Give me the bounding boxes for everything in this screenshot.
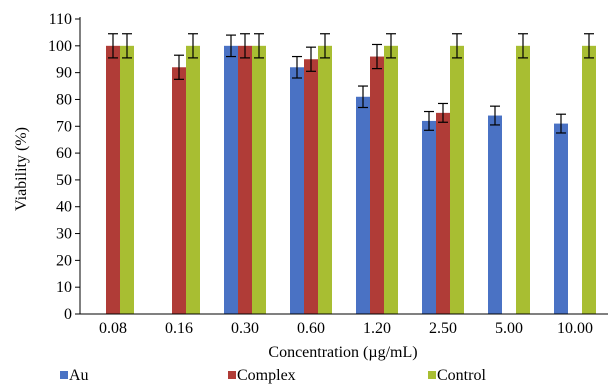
bar-au-0.60 xyxy=(290,67,304,314)
y-tick-label: 80 xyxy=(56,91,72,108)
x-tick-label: 1.20 xyxy=(363,320,391,337)
bar-control-10.00 xyxy=(582,45,596,315)
error-bar-control-1.20 xyxy=(386,33,396,59)
error-bar-control-0.30 xyxy=(254,33,264,59)
error-bar-au-1.20 xyxy=(358,85,368,109)
error-bar-complex-1.20 xyxy=(372,43,382,70)
x-tick-label: 0.16 xyxy=(165,320,193,337)
bar-complex-1.20 xyxy=(370,56,384,314)
legend-swatch xyxy=(428,371,436,379)
error-bar-control-0.16 xyxy=(188,33,198,59)
x-tick-label: 0.60 xyxy=(297,320,325,337)
error-bar-control-10.00 xyxy=(584,33,594,59)
y-axis-label: Viability (%) xyxy=(13,127,30,211)
legend-label: Au xyxy=(69,367,89,384)
bar-au-5.00 xyxy=(488,115,502,314)
y-tick-label: 60 xyxy=(56,145,72,162)
bar-au-10.00 xyxy=(554,123,568,314)
bar-complex-0.30 xyxy=(238,45,252,315)
legend-item-complex: Complex xyxy=(228,367,296,384)
y-tick-label: 70 xyxy=(56,118,72,135)
error-bar-control-5.00 xyxy=(518,33,528,59)
error-bar-au-5.00 xyxy=(490,105,500,126)
x-tick-label: 0.30 xyxy=(231,320,259,337)
bar-complex-0.16 xyxy=(172,67,186,314)
legend: Au Complex Control xyxy=(60,367,486,384)
error-bar-au-0.30 xyxy=(226,34,236,58)
bar-control-0.60 xyxy=(318,45,332,315)
bar-control-2.50 xyxy=(450,45,464,315)
y-tick-label: 20 xyxy=(56,252,72,269)
error-bar-control-0.60 xyxy=(320,33,330,59)
bar-control-0.16 xyxy=(186,45,200,315)
legend-swatch xyxy=(228,371,236,379)
error-bar-complex-0.60 xyxy=(306,46,316,72)
y-tick-label: 90 xyxy=(56,65,72,82)
error-bar-control-0.08 xyxy=(122,33,132,59)
x-tick-label: 0.08 xyxy=(99,320,127,337)
legend-item-au: Au xyxy=(60,367,89,384)
error-bar-complex-0.08 xyxy=(108,33,118,59)
y-tick-label: 40 xyxy=(56,199,72,216)
bar-au-1.20 xyxy=(356,96,370,314)
bar-control-5.00 xyxy=(516,45,530,315)
bar-control-1.20 xyxy=(384,45,398,315)
legend-label: Complex xyxy=(237,367,296,384)
error-bar-complex-2.50 xyxy=(438,102,448,123)
y-tick-label: 10 xyxy=(56,279,72,296)
legend-label: Control xyxy=(437,367,486,384)
bar-complex-2.50 xyxy=(436,112,450,314)
bar-complex-0.08 xyxy=(106,45,120,315)
error-bar-complex-0.16 xyxy=(174,54,184,80)
error-bar-control-2.50 xyxy=(452,33,462,59)
legend-item-control: Control xyxy=(428,367,486,384)
y-tick-label: 30 xyxy=(56,226,72,243)
x-tick-label: 10.00 xyxy=(557,320,593,337)
legend-swatch xyxy=(60,371,68,379)
y-tick-label: 100 xyxy=(48,38,72,55)
y-tick-label: 50 xyxy=(56,172,72,189)
bar-au-0.30 xyxy=(224,45,238,315)
bar-control-0.08 xyxy=(120,45,134,315)
y-tick-label: 110 xyxy=(49,11,72,28)
x-tick-label: 2.50 xyxy=(429,320,457,337)
bar-control-0.30 xyxy=(252,45,266,315)
error-bar-au-10.00 xyxy=(556,113,566,134)
x-tick-label: 5.00 xyxy=(495,320,523,337)
error-bar-au-0.60 xyxy=(292,55,302,79)
bar-au-2.50 xyxy=(422,120,436,314)
error-bar-au-2.50 xyxy=(424,110,434,131)
bar-complex-0.60 xyxy=(304,59,318,315)
error-bar-complex-0.30 xyxy=(240,33,250,59)
x-axis-label: Concentration (µg/mL) xyxy=(268,344,417,361)
y-tick-label: 0 xyxy=(64,306,72,323)
